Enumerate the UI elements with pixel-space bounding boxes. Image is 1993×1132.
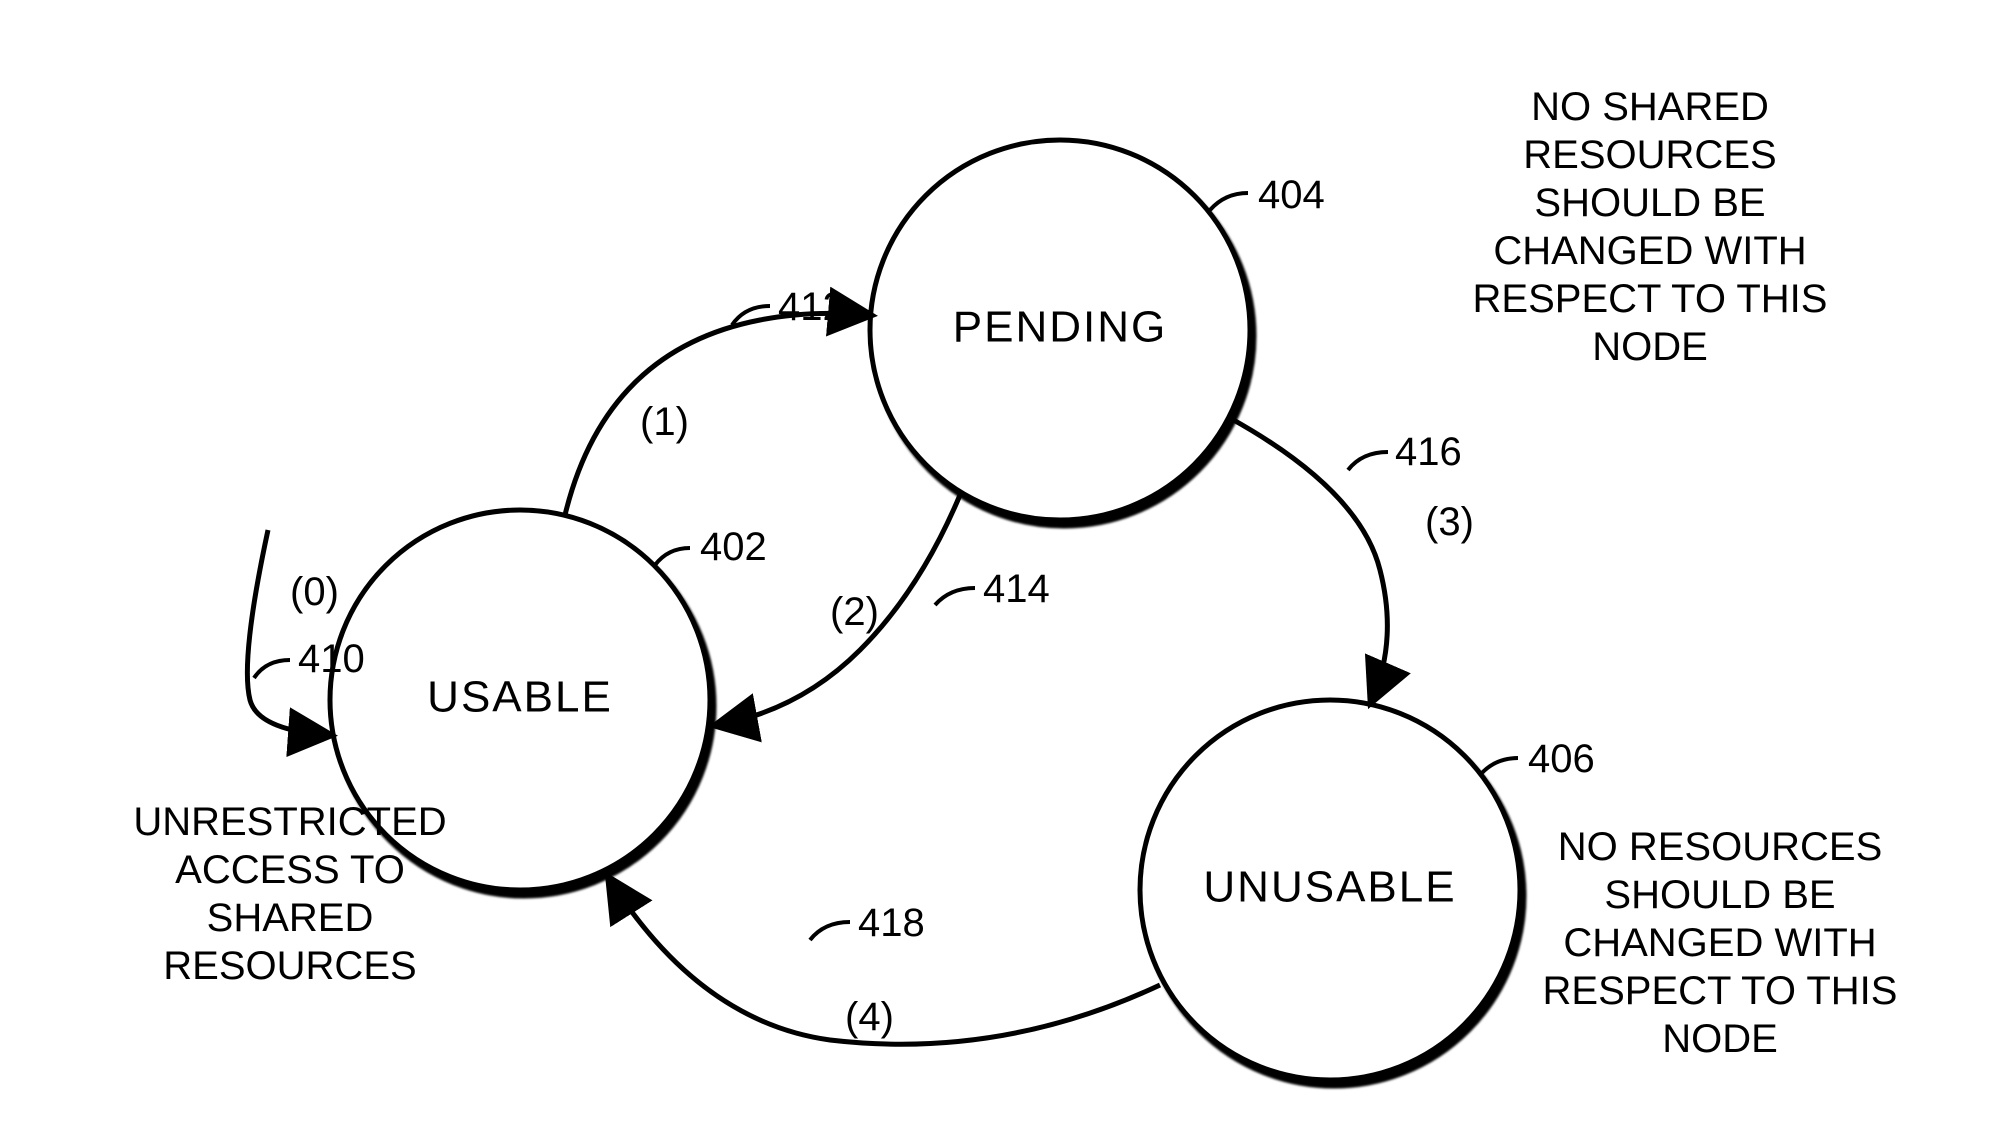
svg-text:SHOULD BE: SHOULD BE xyxy=(1534,181,1765,225)
svg-text:(2): (2) xyxy=(830,590,879,634)
node-unusable-label: UNUSABLE xyxy=(1203,863,1456,912)
svg-text:402: 402 xyxy=(700,525,767,569)
node-pending: PENDING xyxy=(870,140,1250,520)
svg-text:RESOURCES: RESOURCES xyxy=(1523,133,1776,177)
svg-text:(4): (4) xyxy=(845,995,894,1039)
edge-412: (1) 412 xyxy=(565,285,868,515)
desc-pending: NO SHARED RESOURCES SHOULD BE CHANGED WI… xyxy=(1473,85,1828,369)
svg-text:416: 416 xyxy=(1395,430,1462,474)
svg-text:410: 410 xyxy=(298,637,365,681)
svg-text:414: 414 xyxy=(983,567,1050,611)
svg-text:NO SHARED: NO SHARED xyxy=(1531,85,1769,129)
svg-text:(3): (3) xyxy=(1425,500,1474,544)
svg-text:406: 406 xyxy=(1528,737,1595,781)
edge-414: (2) 414 xyxy=(718,495,1050,725)
svg-text:SHOULD BE: SHOULD BE xyxy=(1604,873,1835,917)
edge-418: (4) 418 xyxy=(610,880,1160,1044)
svg-text:UNRESTRICTED: UNRESTRICTED xyxy=(133,800,446,844)
desc-unusable: NO RESOURCES SHOULD BE CHANGED WITH RESP… xyxy=(1543,825,1898,1061)
refnum-402: 402 xyxy=(655,525,767,569)
svg-text:NODE: NODE xyxy=(1662,1017,1778,1061)
refnum-406: 406 xyxy=(1480,737,1595,781)
svg-text:SHARED: SHARED xyxy=(207,896,374,940)
svg-text:CHANGED WITH: CHANGED WITH xyxy=(1493,229,1806,273)
node-pending-label: PENDING xyxy=(953,303,1167,352)
svg-text:RESOURCES: RESOURCES xyxy=(163,944,416,988)
refnum-404: 404 xyxy=(1210,173,1325,217)
svg-text:RESPECT TO THIS: RESPECT TO THIS xyxy=(1543,969,1898,1013)
node-usable-label: USABLE xyxy=(427,673,613,722)
svg-text:CHANGED WITH: CHANGED WITH xyxy=(1563,921,1876,965)
desc-usable: UNRESTRICTED ACCESS TO SHARED RESOURCES xyxy=(133,800,446,988)
svg-text:(0): (0) xyxy=(290,570,339,614)
svg-text:NODE: NODE xyxy=(1592,325,1708,369)
node-unusable: UNUSABLE xyxy=(1140,700,1520,1080)
edge-416: (3) 416 xyxy=(1230,418,1474,700)
state-diagram: USABLE PENDING UNUSABLE 402 404 406 (0) … xyxy=(0,0,1993,1132)
svg-text:NO RESOURCES: NO RESOURCES xyxy=(1558,825,1883,869)
svg-text:RESPECT TO THIS: RESPECT TO THIS xyxy=(1473,277,1828,321)
svg-text:ACCESS TO: ACCESS TO xyxy=(175,848,405,892)
svg-text:418: 418 xyxy=(858,901,925,945)
svg-text:404: 404 xyxy=(1258,173,1325,217)
svg-text:(1): (1) xyxy=(640,400,689,444)
svg-text:412: 412 xyxy=(778,285,845,329)
